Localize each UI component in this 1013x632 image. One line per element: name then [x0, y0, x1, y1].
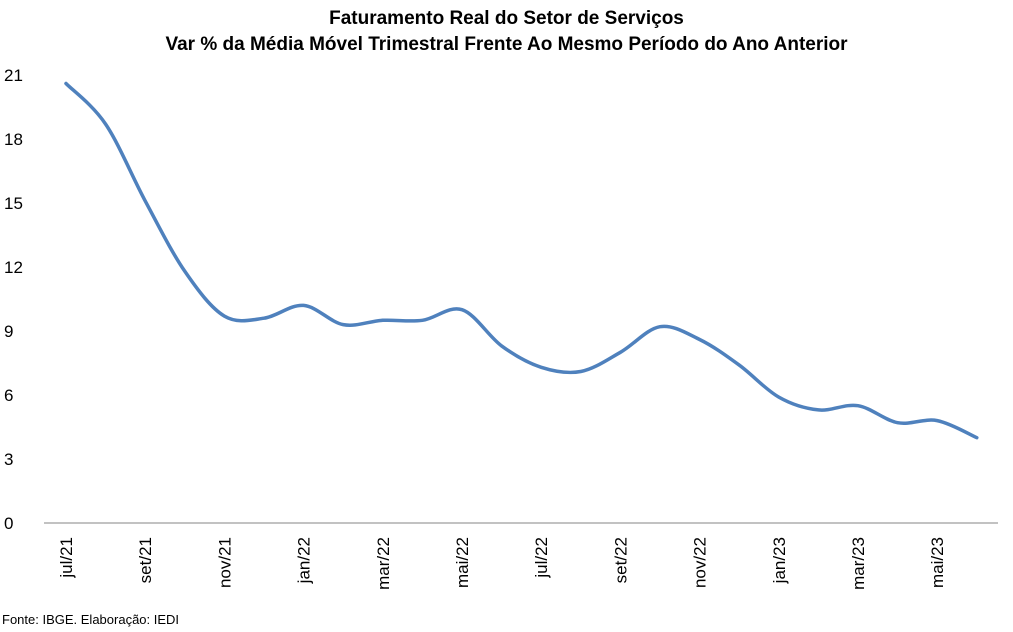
chart-title: Faturamento Real do Setor de Serviços Va… [0, 6, 1013, 58]
x-tick-label: nov/22 [691, 537, 710, 588]
y-tick-label: 9 [4, 322, 13, 341]
data-point [975, 436, 978, 439]
data-point [104, 123, 107, 126]
data-point [183, 270, 186, 273]
x-tick-label: jul/21 [57, 537, 76, 579]
data-point [698, 338, 701, 341]
data-point [65, 82, 68, 85]
data-point [263, 317, 266, 320]
source-note: Fonte: IBGE. Elaboração: IEDI [2, 612, 180, 627]
data-point [342, 323, 345, 326]
data-point [619, 351, 622, 354]
chart-subtitle-line: Var % da Média Móvel Trimestral Frente A… [165, 34, 848, 55]
x-tick-label: jan/22 [295, 537, 314, 584]
data-point [817, 408, 820, 411]
x-tick-label: jan/23 [770, 537, 789, 584]
y-tick-label: 0 [4, 514, 13, 533]
data-point [738, 364, 741, 367]
y-tick-label: 18 [4, 130, 23, 149]
x-tick-label: nov/21 [215, 537, 234, 588]
x-tick-label: set/21 [136, 537, 155, 583]
data-point [540, 366, 543, 369]
y-tick-label: 21 [4, 66, 23, 85]
data-point [500, 344, 503, 347]
y-tick-label: 12 [4, 258, 23, 277]
y-tick-label: 3 [4, 450, 13, 469]
data-point [223, 315, 226, 318]
chart-title-line: Faturamento Real do Setor de Serviços [329, 8, 684, 29]
data-point [896, 421, 899, 424]
x-tick-label: jul/22 [532, 537, 551, 579]
data-point [857, 404, 860, 407]
data-point [659, 325, 662, 328]
x-tick-label: mai/22 [453, 537, 472, 588]
data-point [302, 304, 305, 307]
series-line [64, 81, 979, 440]
data-point [381, 319, 384, 322]
x-tick-label: set/22 [611, 537, 630, 583]
y-tick-label: 15 [4, 194, 23, 213]
data-point [461, 308, 464, 311]
data-point [144, 199, 147, 202]
data-point [579, 370, 582, 373]
x-tick-label: mai/23 [928, 537, 947, 588]
x-tick-label: mar/23 [849, 537, 868, 590]
data-point [421, 319, 424, 322]
data-point [777, 396, 780, 399]
y-tick-label: 6 [4, 386, 13, 405]
x-tick-label: mar/22 [374, 537, 393, 590]
data-point [936, 419, 939, 422]
